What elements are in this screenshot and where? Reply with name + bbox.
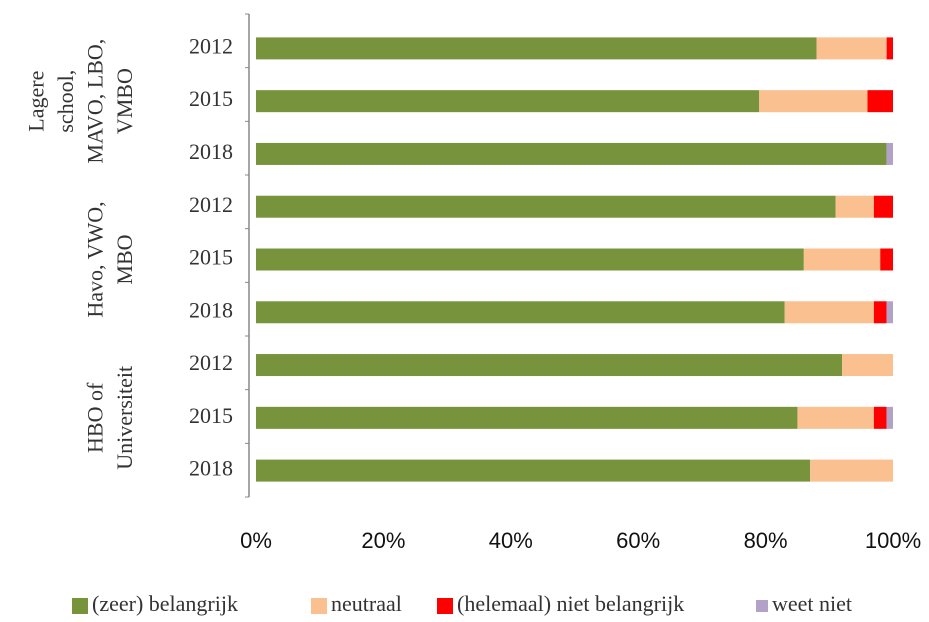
bar-segment xyxy=(835,195,874,218)
legend-swatch xyxy=(756,600,768,612)
legend-swatch xyxy=(311,598,327,614)
legend-swatch xyxy=(437,598,453,614)
group-label: school, xyxy=(53,70,78,133)
bar-segment xyxy=(842,354,893,377)
bar-segment xyxy=(256,90,760,113)
bar-segment xyxy=(886,301,893,324)
bar-segment xyxy=(256,142,887,165)
bar-segment xyxy=(880,248,893,271)
y-tick-label: 2018 xyxy=(189,139,233,164)
y-tick-label: 2018 xyxy=(189,456,233,481)
bar-segment xyxy=(873,195,893,218)
y-tick-label: 2018 xyxy=(189,297,233,322)
bar-segment xyxy=(886,37,893,60)
y-tick-label: 2012 xyxy=(189,33,233,58)
legend-label: (helemaal) niet belangrijk xyxy=(457,591,684,616)
bar-segment xyxy=(256,301,785,324)
y-tick-label: 2015 xyxy=(189,403,233,428)
y-tick-label: 2015 xyxy=(189,245,233,270)
bar-segment xyxy=(256,195,836,218)
bar-segment xyxy=(256,406,798,429)
bar-segment xyxy=(256,459,811,482)
legend-label: weet niet xyxy=(772,591,852,616)
x-tick-label: 40% xyxy=(489,528,533,553)
bar-segment xyxy=(759,90,868,113)
x-tick-label: 100% xyxy=(865,528,921,553)
bar-segment xyxy=(803,248,881,271)
bar-segment xyxy=(256,354,843,377)
bar-segment xyxy=(784,301,874,324)
bar-segment xyxy=(810,459,893,482)
bar-segment xyxy=(886,406,893,429)
x-tick-label: 0% xyxy=(240,528,272,553)
group-label: HBO of xyxy=(83,382,108,453)
x-tick-label: 80% xyxy=(744,528,788,553)
group-label: MBO xyxy=(112,234,137,284)
legend-label: (zeer) belangrijk xyxy=(92,591,238,616)
x-tick-label: 60% xyxy=(616,528,660,553)
y-tick-label: 2012 xyxy=(189,350,233,375)
bar-segment xyxy=(256,248,804,271)
group-label: VMBO xyxy=(112,68,137,134)
legend-swatch xyxy=(72,598,88,614)
bar-segment xyxy=(886,142,893,165)
bar-segment xyxy=(873,406,887,429)
group-label: Universiteit xyxy=(112,366,137,470)
bar-segment xyxy=(873,301,887,324)
group-label: Lagere xyxy=(24,71,49,132)
legend-label: neutraal xyxy=(331,591,402,616)
bar-segment xyxy=(256,37,817,60)
bar-segment xyxy=(867,90,893,113)
bar-segment xyxy=(816,37,887,60)
y-tick-label: 2012 xyxy=(189,192,233,217)
group-label: MAVO, LBO, xyxy=(83,39,108,164)
bar-segment xyxy=(797,406,874,429)
y-tick-label: 2015 xyxy=(189,86,233,111)
x-tick-label: 20% xyxy=(361,528,405,553)
group-label: Havo, VWO, xyxy=(83,201,108,317)
